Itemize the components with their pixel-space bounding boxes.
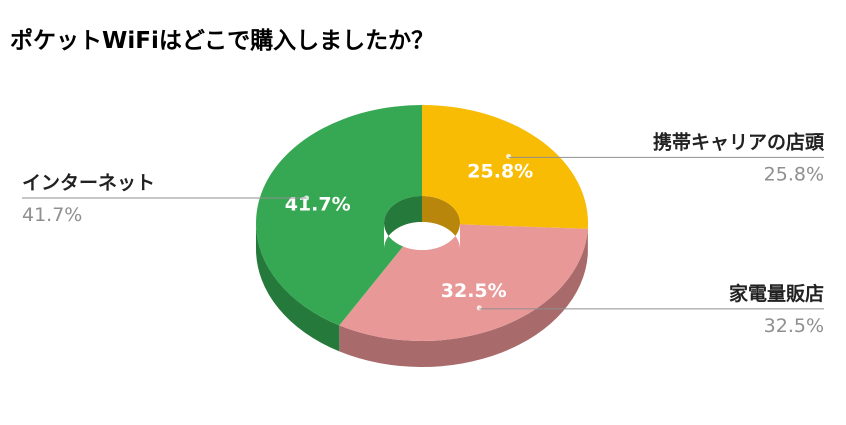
slice-value-label-1: 32.5% <box>441 280 507 302</box>
leader-dot-1 <box>476 305 482 311</box>
pie-labels: 25.8% 携帯キャリアの店頭 25.8% 32.5% 家電量販店 32.5% 41.7% イ… <box>22 130 825 337</box>
pie-sides <box>256 196 588 367</box>
category-percent-2: 41.7% <box>22 204 82 226</box>
category-percent-1: 32.5% <box>764 315 824 337</box>
pie-hole-wall-0-0 <box>422 196 460 249</box>
donut-hole <box>384 222 460 250</box>
pie-hole-wall-2-1 <box>384 196 422 249</box>
category-percent-0: 25.8% <box>764 163 824 185</box>
pie-slice-1 <box>339 224 588 341</box>
pie-slice-0 <box>422 105 588 229</box>
slice-value-label-2: 41.7% <box>285 193 351 215</box>
category-label-0: 携帯キャリアの店頭 <box>653 130 825 153</box>
pie-tops <box>256 105 588 341</box>
chart-title: ポケットWiFiはどこで購入しましたか？ <box>10 27 434 54</box>
pie-slice-2 <box>256 105 422 326</box>
slice-value-label-0: 25.8% <box>467 160 533 182</box>
leader-dot-0 <box>506 153 512 159</box>
pie-side-2 <box>256 223 340 352</box>
pie-side-1 <box>339 228 588 367</box>
category-label-1: 家電量販店 <box>729 282 824 305</box>
category-label-2: インターネット <box>22 172 155 194</box>
